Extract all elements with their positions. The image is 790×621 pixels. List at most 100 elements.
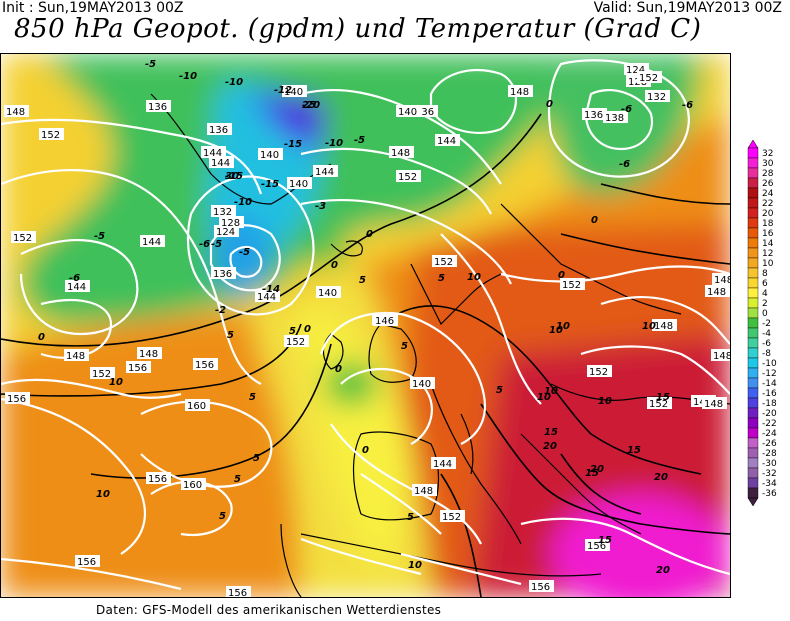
geopotential-label: 144: [211, 158, 230, 169]
temperature-label: 5: [234, 474, 241, 485]
temperature-label: 15: [585, 468, 599, 479]
legend-swatch: [747, 457, 759, 469]
geopotential-label-bg: [287, 177, 312, 189]
legend-swatch: [747, 467, 759, 479]
legend-label: -24: [762, 429, 777, 439]
legend-arrow-bottom: [747, 497, 759, 507]
temperature-label: 0: [38, 332, 45, 343]
geopotential-label: 140: [398, 107, 417, 118]
temperature-label: 20: [656, 565, 670, 576]
temperature-label: 5: [496, 385, 503, 396]
legend-swatch: [747, 387, 759, 399]
temperature-label: -14: [262, 284, 280, 295]
geopotential-label: 124: [216, 227, 235, 238]
legend-label: -36: [762, 489, 777, 499]
legend-swatch: [747, 487, 759, 499]
geopotential-label-bg: [711, 349, 730, 361]
geopotential-label: 144: [67, 282, 86, 293]
legend-swatch: [747, 407, 759, 419]
geopotential-label: 152: [434, 257, 453, 268]
geopotential-label: 148: [66, 351, 85, 362]
geopotential-label: 152: [398, 172, 417, 183]
geopotential-label: 152: [13, 233, 32, 244]
temperature-label: 0: [304, 324, 311, 335]
temperature-label: 30: [225, 171, 239, 182]
temperature-label: 15: [598, 535, 612, 546]
legend-label: 4: [762, 289, 768, 299]
temperature-label: -3: [315, 201, 326, 212]
temperature-label: -6: [682, 100, 693, 111]
legend-swatch: [747, 427, 759, 439]
legend-label: 10: [762, 259, 774, 269]
geopotential-label: 148: [654, 321, 673, 332]
geopotential-label-bg: [432, 255, 457, 267]
geopotential-label-bg: [64, 349, 89, 361]
geopotential-label-bg: [90, 367, 115, 379]
legend-label: -26: [762, 439, 777, 449]
geopotential-label: 138: [605, 113, 624, 124]
legend-label: 6: [762, 279, 768, 289]
geopotential-label: 140: [289, 179, 308, 190]
temperature-label: -15: [284, 139, 302, 150]
legend-swatch: [747, 357, 759, 369]
temperature-label: 20: [590, 464, 604, 475]
geopotential-label-bg: [316, 286, 341, 298]
legend-swatch: [747, 437, 759, 449]
legend-swatch: [747, 257, 759, 269]
geopotential-label-bg: [185, 399, 210, 411]
temperature-label: 5: [219, 511, 226, 522]
geopotential-label-bg: [582, 108, 607, 120]
geopotential-label-bg: [529, 580, 554, 592]
geopotential-label: 152: [562, 280, 581, 291]
geopotential-label-bg: [209, 156, 234, 168]
legend-swatch: [747, 337, 759, 349]
temperature-label: 5: [249, 392, 256, 403]
geopotential-label-bg: [146, 100, 171, 112]
temperature-label: 0: [558, 270, 565, 281]
geopotential-label: 156: [148, 474, 167, 485]
legend-label: 24: [762, 189, 774, 199]
geopotential-label-bg: [560, 278, 585, 290]
temperature-label: 10: [642, 321, 656, 332]
temperature-label: -2: [215, 305, 226, 316]
geopotential-label: 148: [414, 486, 433, 497]
geopotential-label: 148: [714, 275, 730, 286]
data-source-footer: Daten: GFS-Modell des amerikanischen Wet…: [96, 603, 442, 617]
geopotential-label-bg: [389, 146, 414, 158]
legend-label: 16: [762, 229, 774, 239]
temperature-label: 0: [335, 364, 342, 375]
map-title: 850 hPa Geopot. (gpdm) und Temperatur (G…: [14, 14, 702, 44]
geopotential-label: 136: [584, 110, 603, 121]
geopotential-label-bg: [146, 472, 171, 484]
geopotential-label: 128: [221, 218, 240, 229]
legend-swatch: [747, 397, 759, 409]
temperature-label: 5: [438, 273, 445, 284]
geopotential-label-bg: [11, 231, 36, 243]
geopotential-label-bg: [207, 123, 232, 135]
temperature-label: 10: [537, 392, 551, 403]
legend-swatch: [747, 247, 759, 259]
legend-label: -16: [762, 389, 777, 399]
geopotential-label: 140: [260, 150, 279, 161]
legend-swatch: [747, 227, 759, 239]
legend-swatch: [747, 187, 759, 199]
geopotential-label-bg: [585, 539, 610, 551]
geopotential-label: 160: [183, 480, 202, 491]
geopotential-label: 156: [531, 582, 550, 593]
temperature-label: -5: [145, 59, 156, 70]
temperature-label: -5: [94, 231, 105, 242]
temperature-label: 20: [543, 441, 557, 452]
temperature-label: 20: [654, 472, 668, 483]
legend-swatch: [747, 197, 759, 209]
geopotential-label-bg: [140, 235, 165, 247]
temperature-label: 5: [359, 275, 366, 286]
geopotential-label: 148: [139, 349, 158, 360]
geopotential-label-bg: [313, 165, 338, 177]
geopotential-label-bg: [126, 361, 151, 373]
temperature-label: -6: [69, 273, 80, 284]
legend-label: -2: [762, 319, 771, 329]
geopotential-label: 152: [286, 337, 305, 348]
geopotential-label: 140: [284, 87, 303, 98]
geopotential-label-bg: [412, 484, 437, 496]
temperature-label: 10: [467, 272, 481, 283]
